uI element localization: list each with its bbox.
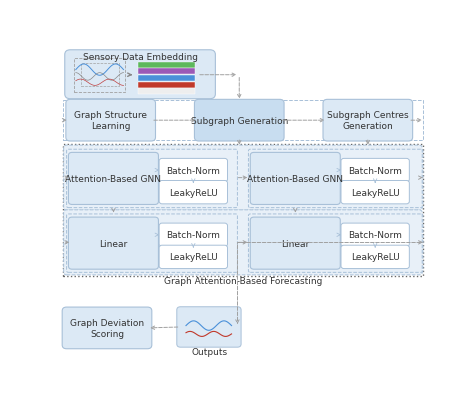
Text: LeakyReLU: LeakyReLU: [351, 188, 400, 197]
Text: Subgraph Generation: Subgraph Generation: [191, 117, 288, 126]
Text: Attention-Based GNN: Attention-Based GNN: [247, 175, 343, 184]
FancyBboxPatch shape: [65, 51, 215, 99]
Text: LeakyReLU: LeakyReLU: [169, 188, 218, 197]
Bar: [138, 76, 195, 82]
Text: Linear: Linear: [281, 239, 310, 248]
Text: Attention-Based GNN: Attention-Based GNN: [65, 175, 162, 184]
Text: Batch-Norm: Batch-Norm: [348, 166, 402, 175]
FancyBboxPatch shape: [323, 100, 413, 142]
FancyBboxPatch shape: [177, 307, 241, 347]
FancyBboxPatch shape: [341, 245, 410, 269]
FancyBboxPatch shape: [68, 153, 158, 205]
FancyBboxPatch shape: [68, 218, 158, 270]
Bar: [138, 83, 195, 88]
Text: Outputs: Outputs: [191, 347, 227, 356]
FancyBboxPatch shape: [341, 159, 410, 182]
FancyBboxPatch shape: [250, 218, 340, 270]
Bar: [138, 63, 195, 69]
FancyBboxPatch shape: [66, 100, 155, 142]
Text: Sensory Data Embedding: Sensory Data Embedding: [82, 53, 198, 62]
Bar: [74, 58, 125, 92]
FancyBboxPatch shape: [62, 307, 152, 349]
Bar: [63, 101, 423, 141]
Text: Batch-Norm: Batch-Norm: [348, 231, 402, 240]
Text: LeakyReLU: LeakyReLU: [169, 253, 218, 262]
FancyBboxPatch shape: [64, 210, 422, 275]
Bar: [63, 145, 423, 276]
FancyBboxPatch shape: [341, 181, 410, 204]
FancyBboxPatch shape: [250, 153, 340, 205]
Text: LeakyReLU: LeakyReLU: [351, 253, 400, 262]
FancyBboxPatch shape: [159, 224, 228, 247]
Text: Subgraph Centres
Generation: Subgraph Centres Generation: [327, 111, 409, 130]
Bar: [138, 69, 195, 75]
Bar: [138, 89, 195, 95]
FancyBboxPatch shape: [159, 181, 228, 204]
Bar: [183, 313, 235, 341]
Text: Graph Deviation
Scoring: Graph Deviation Scoring: [70, 319, 144, 338]
Text: Batch-Norm: Batch-Norm: [166, 231, 220, 240]
Text: Linear: Linear: [100, 239, 128, 248]
FancyBboxPatch shape: [64, 146, 422, 211]
Text: Graph Attention-Based Forecasting: Graph Attention-Based Forecasting: [164, 276, 322, 285]
Text: Batch-Norm: Batch-Norm: [166, 166, 220, 175]
FancyBboxPatch shape: [159, 159, 228, 182]
Bar: [81, 64, 119, 87]
FancyBboxPatch shape: [159, 245, 228, 269]
FancyBboxPatch shape: [341, 224, 410, 247]
Text: Graph Structure
Learning: Graph Structure Learning: [74, 111, 147, 130]
FancyBboxPatch shape: [194, 100, 284, 142]
